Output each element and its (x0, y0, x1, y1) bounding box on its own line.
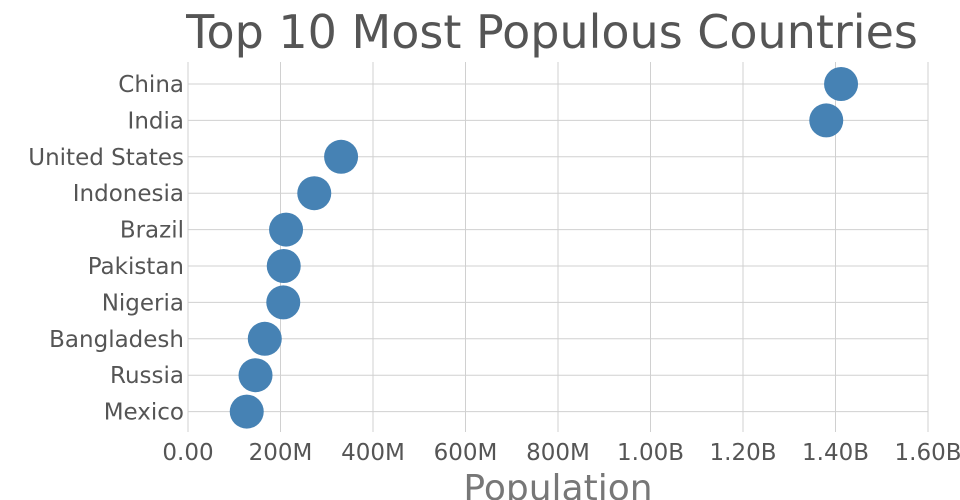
x-tick-label: 200M (249, 440, 313, 466)
y-tick-label: China (118, 72, 184, 98)
x-tick-label: 0.00 (162, 440, 213, 466)
data-point[interactable] (297, 176, 332, 211)
data-point[interactable] (266, 249, 301, 283)
data-point[interactable] (247, 321, 282, 356)
y-tick-label: Pakistan (88, 254, 184, 280)
y-tick-label: Mexico (104, 400, 184, 426)
y-tick-label: Indonesia (73, 181, 184, 207)
data-point[interactable] (229, 394, 264, 429)
data-point[interactable] (269, 212, 304, 247)
y-tick-label: Nigeria (102, 290, 184, 316)
x-axis-title: Population (463, 468, 652, 500)
data-point[interactable] (238, 358, 273, 393)
data-point[interactable] (824, 67, 859, 101)
y-tick-label: United States (28, 145, 184, 171)
x-tick-label: 1.40B (802, 440, 869, 466)
data-point[interactable] (266, 285, 301, 320)
data-point[interactable] (324, 139, 359, 174)
data-markers (229, 67, 859, 429)
grid-layer (187, 62, 929, 432)
chart-title: Top 10 Most Populous Countries (185, 5, 918, 59)
x-tick-label: 1.20B (710, 440, 777, 466)
y-tick-label: India (128, 108, 184, 134)
y-axis-ticks: China India United States Indonesia Brazil Pa… (28, 72, 184, 426)
x-tick-label: 1.00B (617, 440, 684, 466)
y-tick-label: Brazil (120, 218, 184, 244)
x-tick-label: 400M (341, 440, 405, 466)
x-tick-label: 600M (434, 440, 498, 466)
y-tick-label: Bangladesh (49, 327, 184, 353)
x-tick-label: 1.60B (895, 440, 960, 466)
x-axis-ticks: 0.00 200M 400M 600M 800M 1.00B 1.20B 1.40B 1.60B (162, 440, 960, 466)
data-point[interactable] (809, 103, 844, 138)
y-tick-label: Russia (110, 363, 184, 389)
x-tick-label: 800M (526, 440, 590, 466)
